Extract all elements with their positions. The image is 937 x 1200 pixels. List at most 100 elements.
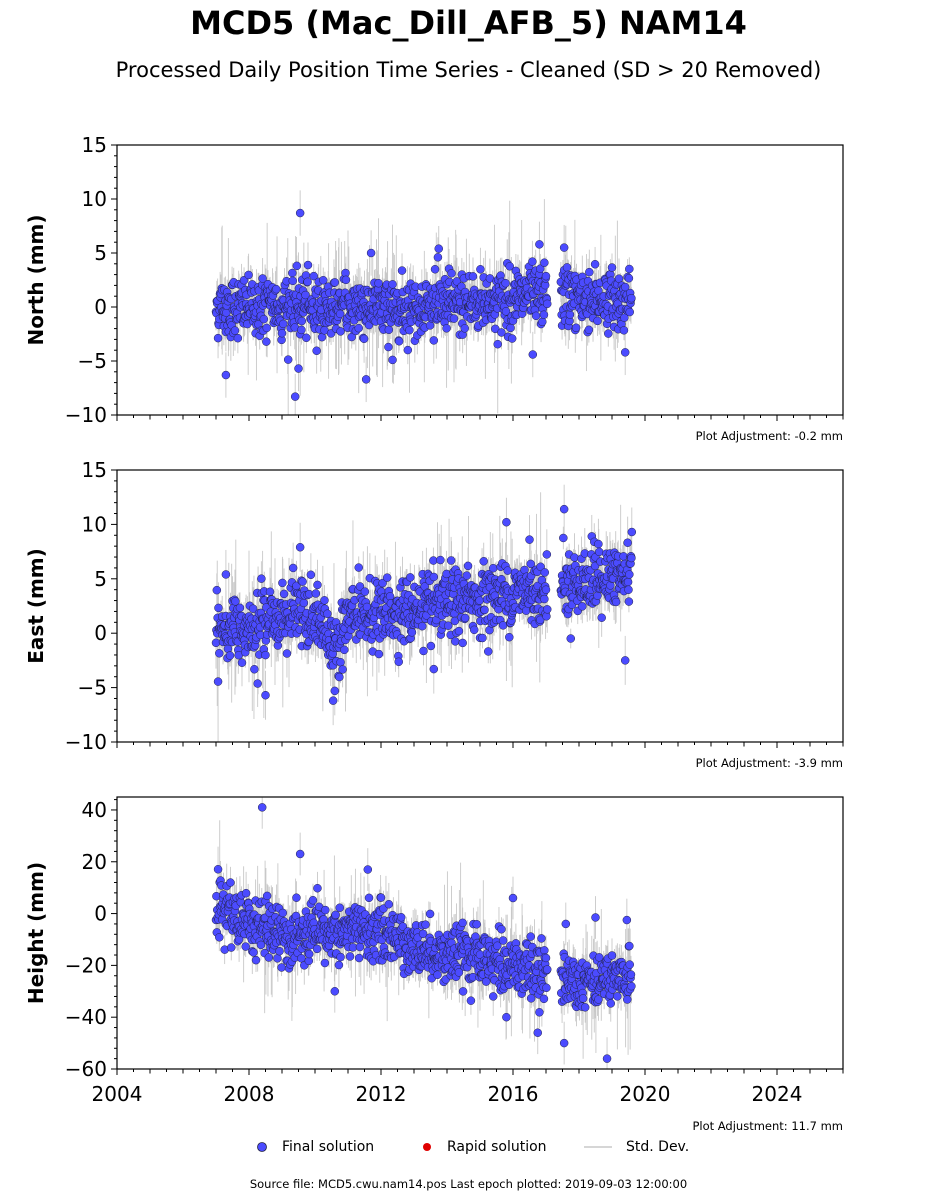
data-point — [319, 276, 328, 285]
data-point — [406, 573, 415, 582]
data-point — [405, 325, 414, 335]
data-point — [535, 264, 545, 273]
data-point — [434, 244, 443, 253]
data-point — [624, 597, 634, 606]
data-point — [277, 328, 287, 338]
data-layer — [211, 190, 636, 415]
data-point — [288, 276, 297, 286]
data-point — [213, 333, 223, 343]
data-point — [382, 573, 392, 582]
data-point — [559, 533, 568, 543]
data-point — [355, 582, 365, 591]
data-point — [374, 649, 384, 659]
data-point — [258, 274, 267, 283]
data-point — [328, 696, 338, 705]
data-point — [501, 307, 511, 316]
data-point — [309, 271, 319, 281]
data-point — [540, 594, 549, 604]
data-point — [341, 275, 351, 285]
data-point — [397, 266, 407, 275]
data-point — [478, 633, 487, 643]
data-point — [237, 658, 247, 667]
data-point — [578, 602, 587, 611]
data-point — [378, 578, 387, 588]
data-point — [540, 568, 550, 577]
data-point — [394, 657, 403, 667]
data-point — [335, 672, 344, 682]
data-point — [215, 649, 224, 658]
data-point — [454, 626, 464, 636]
data-point — [590, 259, 600, 269]
y-tick-label: −10 — [65, 403, 107, 427]
data-point — [460, 613, 470, 623]
data-point — [565, 310, 575, 319]
data-point — [257, 574, 266, 583]
data-point — [480, 605, 489, 615]
chart-title: MCD5 (Mac_Dill_AFB_5) NAM14 — [190, 4, 747, 42]
data-layer — [211, 484, 637, 742]
data-point — [225, 651, 235, 660]
data-point — [539, 310, 549, 320]
data-point — [297, 325, 306, 335]
data-point — [451, 637, 460, 646]
data-point — [426, 641, 436, 651]
data-point — [359, 334, 369, 344]
data-point — [436, 555, 445, 565]
data-point — [542, 550, 552, 559]
data-point — [526, 559, 535, 569]
data-point — [419, 646, 428, 656]
data-point — [507, 334, 517, 343]
data-point — [221, 370, 231, 380]
data-point — [299, 598, 309, 608]
chart-subtitle: Processed Daily Position Time Series - C… — [115, 58, 822, 82]
data-point — [450, 616, 460, 626]
data-point — [295, 542, 305, 552]
data-point — [442, 324, 451, 333]
data-point — [535, 240, 544, 249]
data-point — [320, 596, 329, 605]
data-point — [604, 329, 613, 338]
y-axis-label: East (mm) — [24, 548, 48, 664]
data-point — [597, 613, 606, 622]
data-point — [330, 278, 340, 287]
data-point — [607, 263, 617, 272]
data-point — [340, 645, 349, 655]
data-point — [336, 658, 345, 667]
data-point — [619, 326, 629, 335]
data-point — [528, 257, 537, 266]
data-point — [298, 577, 307, 586]
data-point — [498, 621, 508, 630]
y-tick-label: −5 — [78, 349, 107, 373]
data-point — [262, 323, 271, 333]
data-point — [449, 314, 459, 323]
data-point — [253, 679, 262, 688]
data-point — [475, 596, 484, 605]
data-point — [443, 621, 453, 630]
data-point — [394, 337, 404, 346]
data-point — [446, 556, 456, 565]
data-point — [594, 539, 603, 549]
final-solution-points — [211, 504, 637, 705]
data-point — [627, 527, 637, 537]
data-point — [559, 243, 569, 252]
data-point — [505, 262, 514, 271]
data-point — [235, 603, 245, 613]
data-point — [593, 316, 602, 326]
data-point — [497, 328, 506, 337]
final-solution-points — [211, 208, 636, 401]
data-point — [282, 649, 292, 658]
data-point — [288, 563, 298, 573]
data-point — [261, 690, 270, 700]
data-point — [303, 277, 312, 287]
data-point — [338, 665, 347, 674]
data-point — [476, 265, 485, 274]
data-point — [262, 337, 271, 346]
data-point — [620, 348, 630, 357]
data-point — [493, 339, 502, 349]
data-point — [292, 261, 302, 271]
data-point — [433, 253, 443, 262]
data-point — [479, 557, 488, 566]
data-point — [462, 571, 472, 580]
plot-adjustment-note: Plot Adjustment: -3.9 mm — [696, 756, 843, 770]
